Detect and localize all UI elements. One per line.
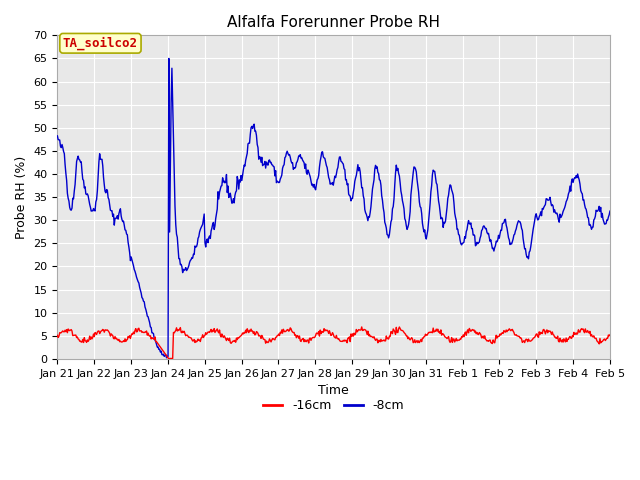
Legend: -16cm, -8cm: -16cm, -8cm — [258, 395, 409, 418]
X-axis label: Time: Time — [318, 384, 349, 397]
Y-axis label: Probe RH (%): Probe RH (%) — [15, 156, 28, 239]
Text: TA_soilco2: TA_soilco2 — [63, 36, 138, 50]
Title: Alfalfa Forerunner Probe RH: Alfalfa Forerunner Probe RH — [227, 15, 440, 30]
